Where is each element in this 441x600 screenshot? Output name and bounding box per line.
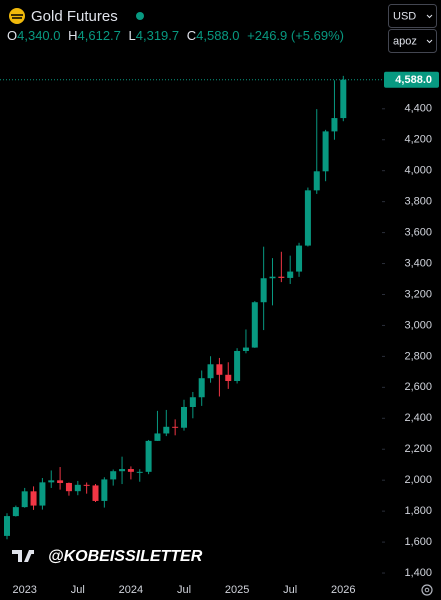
- candle-body: [4, 516, 10, 536]
- y-tick-label: 2,200: [404, 443, 432, 455]
- y-tick-label: 3,600: [404, 226, 432, 238]
- h-value: 4,612.7: [78, 28, 121, 43]
- settings-icon[interactable]: [421, 584, 433, 596]
- tv-logo: [12, 550, 34, 562]
- candle-body: [92, 485, 99, 501]
- candle-body: [189, 397, 196, 407]
- y-tick-label: 2,800: [404, 350, 432, 362]
- candle-body: [57, 480, 64, 483]
- y-tick-label: 2,000: [404, 474, 432, 486]
- candle-body: [225, 374, 232, 381]
- o-value: 4,340.0: [17, 28, 60, 43]
- candle-body: [287, 271, 294, 278]
- candle-body: [136, 471, 143, 473]
- y-tick-label: 3,800: [404, 196, 432, 208]
- symbol-icon: [9, 8, 25, 24]
- x-tick-label: Jul: [71, 584, 85, 596]
- chevron: [426, 14, 433, 19]
- c-value: 4,588.0: [196, 28, 239, 43]
- chevron: [426, 39, 433, 44]
- l-label: L: [129, 28, 136, 43]
- l-value: 4,319.7: [136, 28, 179, 43]
- watermark: @KOBEISSILETTER: [48, 548, 203, 565]
- change: +246.9 (+5.69%): [247, 28, 344, 43]
- x-tick-label: 2026: [331, 584, 355, 596]
- x-tick-label: Jul: [283, 584, 297, 596]
- symbol-icon-lines: [11, 14, 23, 19]
- settings-icon-core: [424, 587, 430, 593]
- y-tick-label: 3,200: [404, 288, 432, 300]
- candle-body: [216, 364, 223, 375]
- candle-body: [207, 364, 214, 379]
- x-tick-label: Jul: [177, 584, 191, 596]
- candle-body: [331, 118, 338, 132]
- candle-body: [127, 469, 134, 472]
- candle-body: [251, 302, 258, 348]
- y-tick-label: 2,400: [404, 412, 432, 424]
- h-label: H: [68, 28, 77, 43]
- candle-body: [340, 79, 347, 119]
- x-tick-label: 2024: [119, 584, 143, 596]
- candle-body: [154, 433, 161, 441]
- candle-body: [304, 190, 311, 246]
- y-tick-label: 4,400: [404, 103, 432, 115]
- candle-body: [110, 471, 117, 480]
- candle-body: [296, 245, 303, 272]
- last-price-box: [384, 71, 439, 88]
- scale-label: apoz: [393, 35, 417, 47]
- o-label: O: [7, 28, 17, 43]
- candle-body: [269, 276, 276, 279]
- y-tick-label: 1,600: [404, 536, 432, 548]
- ohlc-legend: O4,340.0 H4,612.7 L4,319.7 C4,588.0 +246…: [7, 28, 344, 43]
- candle-body: [322, 131, 329, 172]
- currency-button[interactable]: [388, 4, 437, 28]
- candle-body: [260, 278, 267, 303]
- candle-body: [278, 276, 285, 278]
- y-tick-label: 1,400: [404, 567, 432, 579]
- last-price-label: 4,588.0: [395, 74, 432, 86]
- candle-body: [39, 482, 46, 506]
- candle-body: [242, 347, 249, 351]
- candle-body: [198, 378, 205, 398]
- candle-body: [65, 482, 72, 492]
- market-status: [136, 12, 144, 20]
- y-tick-label: 3,000: [404, 319, 432, 331]
- candle-body: [101, 479, 108, 501]
- candle-body: [74, 484, 81, 492]
- y-tick-label: 4,000: [404, 165, 432, 177]
- y-tick-label: 3,400: [404, 257, 432, 269]
- candle-body: [83, 484, 90, 486]
- x-tick-label: 2025: [225, 584, 249, 596]
- candle-body: [145, 440, 152, 472]
- symbol-title: Gold Futures: [31, 8, 118, 25]
- y-tick-label: 4,200: [404, 134, 432, 146]
- y-tick-label: 1,800: [404, 505, 432, 517]
- candle-body: [172, 426, 179, 428]
- c-label: C: [187, 28, 196, 43]
- candle-body: [48, 480, 55, 483]
- candle-body: [181, 406, 187, 428]
- y-tick-label: 2,600: [404, 381, 432, 393]
- candle-body: [234, 350, 241, 381]
- candle-body: [21, 491, 28, 508]
- candle-body: [163, 426, 170, 434]
- candle-body: [119, 469, 126, 472]
- candle-body: [12, 507, 19, 517]
- scale-button[interactable]: [388, 29, 437, 53]
- candle-body: [30, 491, 37, 506]
- candle-body: [313, 171, 320, 191]
- plot: 1,400 1,600 1,800 2,000 2,200 2,400 2,600 2,800…: [0, 71, 439, 596]
- currency-label: USD: [393, 10, 416, 22]
- x-tick-label: 2023: [12, 584, 36, 596]
